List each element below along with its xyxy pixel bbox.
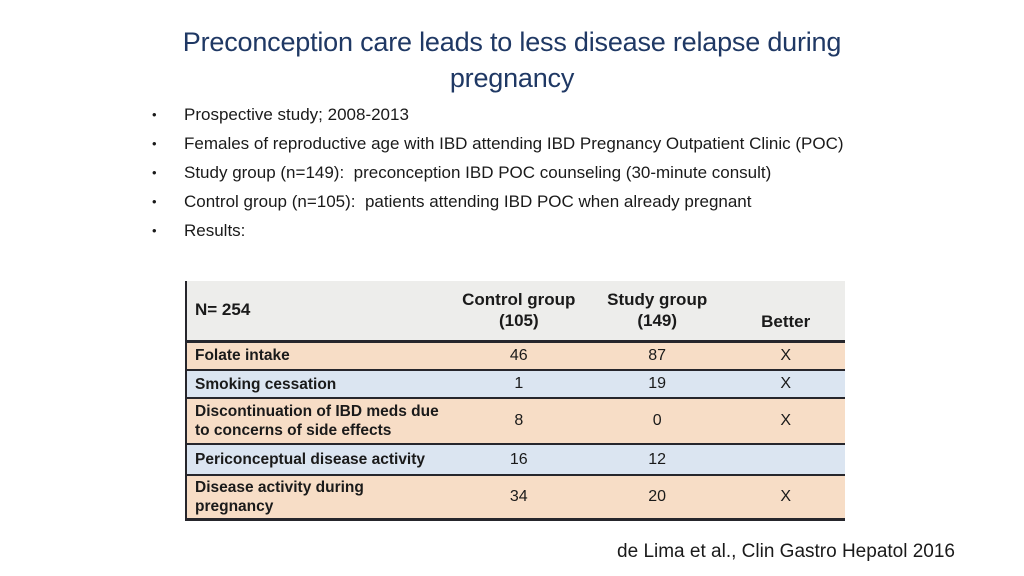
slide-title: Preconception care leads to less disease… [0, 24, 1024, 96]
bullet-item: • Study group (n=149): preconception IBD … [152, 163, 852, 182]
citation: de Lima et al., Clin Gastro Hepatol 2016 [617, 541, 955, 562]
slide-title-line1: Preconception care leads to less disease… [182, 27, 842, 57]
header-study-line2: (149) [637, 311, 678, 331]
header-control-line2: (105) [498, 311, 539, 331]
control-value: 46 [509, 346, 528, 364]
better-marker: X [780, 488, 792, 505]
header-cell-study-group: Study group (149) [588, 281, 726, 341]
study-value: 19 [648, 375, 667, 392]
bullet-text: Study group (n=149): preconception IBD P… [184, 163, 772, 182]
row-label: Folate intake [195, 347, 290, 365]
bullet-dot: • [152, 165, 157, 180]
bullet-item: • Control group (n=105): patients attendi… [152, 192, 852, 211]
control-value: 8 [514, 412, 524, 429]
header-study-line1: Study group [607, 290, 708, 310]
table-row: Disease activity during pregnancy 34 20 X [186, 475, 845, 520]
slide-title-line2: pregnancy [449, 63, 575, 93]
study-value: 0 [652, 412, 662, 429]
control-value: 1 [514, 375, 524, 392]
table-row: Folate intake 46 87 X [186, 341, 845, 370]
control-value: 34 [509, 488, 528, 505]
header-cell-control-group: Control group (105) [450, 281, 588, 341]
header-control-line1: Control group [462, 290, 576, 310]
control-value: 16 [509, 450, 528, 468]
table-row: Smoking cessation 1 19 X [186, 370, 845, 398]
header-cell-n254: N= 254 [195, 300, 251, 320]
row-label: Disease activity during pregnancy [195, 479, 364, 515]
header-cell-better: Better [761, 311, 811, 331]
table-row: Periconceptual disease activity 16 12 [186, 444, 845, 475]
bullet-text: Prospective study; 2008-2013 [184, 105, 409, 124]
bullet-dot: • [152, 107, 157, 122]
row-label: Smoking cessation [195, 375, 337, 393]
better-marker: X [780, 346, 792, 364]
bullet-item: • Results: [152, 221, 852, 240]
study-value: 12 [648, 450, 667, 468]
bullet-dot: • [152, 223, 157, 238]
bullet-text: Control group (n=105): patients attendin… [184, 192, 752, 211]
bullet-dot: • [152, 136, 157, 151]
bullet-item: • Prospective study; 2008-2013 [152, 105, 852, 124]
bullet-text: Results: [184, 221, 246, 240]
row-label: Periconceptual disease activity [195, 451, 426, 468]
study-value: 87 [648, 346, 667, 364]
better-marker: X [780, 375, 792, 392]
table-header-row: N= 254 Control group (105) Study group (… [186, 281, 845, 341]
bullet-item: • Females of reproductive age with IBD at… [152, 134, 852, 153]
study-value: 20 [648, 488, 667, 505]
results-table: N= 254 Control group (105) Study group (… [185, 281, 845, 521]
row-label: Discontinuation of IBD meds due to conce… [195, 403, 439, 439]
bullet-dot: • [152, 194, 157, 209]
table-row: Discontinuation of IBD meds due to conce… [186, 398, 845, 444]
bullet-text: Females of reproductive age with IBD att… [184, 134, 844, 153]
bullet-list: • Prospective study; 2008-2013 • Females of… [152, 105, 852, 250]
better-marker: X [780, 412, 792, 429]
better-marker [726, 444, 845, 475]
